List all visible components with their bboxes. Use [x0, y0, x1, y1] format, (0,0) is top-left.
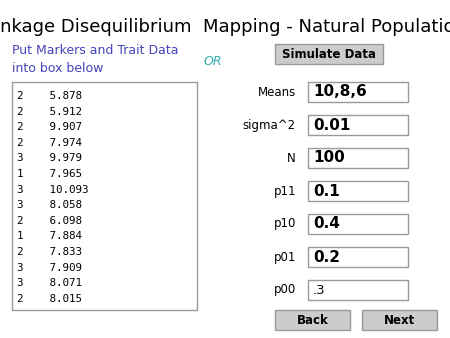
Text: 3    9.979: 3 9.979	[17, 153, 82, 163]
FancyBboxPatch shape	[308, 280, 408, 300]
Text: 0.2: 0.2	[313, 249, 340, 265]
Text: 2    7.974: 2 7.974	[17, 138, 82, 148]
Text: 2    9.907: 2 9.907	[17, 122, 82, 132]
FancyBboxPatch shape	[308, 82, 408, 102]
Text: 2    5.878: 2 5.878	[17, 91, 82, 101]
Text: 1    7.965: 1 7.965	[17, 169, 82, 179]
Text: 100: 100	[313, 150, 345, 166]
Text: 3    8.058: 3 8.058	[17, 200, 82, 210]
FancyBboxPatch shape	[308, 115, 408, 135]
Text: 2    7.833: 2 7.833	[17, 247, 82, 257]
Text: 2    8.015: 2 8.015	[17, 294, 82, 304]
Text: 2    5.912: 2 5.912	[17, 106, 82, 117]
FancyBboxPatch shape	[275, 44, 383, 64]
FancyBboxPatch shape	[12, 82, 197, 310]
Text: Linkage Disequilibrium  Mapping - Natural Population: Linkage Disequilibrium Mapping - Natural…	[0, 18, 450, 36]
Text: 0.1: 0.1	[313, 184, 340, 198]
Text: 1    7.884: 1 7.884	[17, 232, 82, 241]
Text: sigma^2: sigma^2	[243, 119, 296, 131]
Text: Simulate Data: Simulate Data	[282, 48, 376, 61]
Text: 0.01: 0.01	[313, 118, 351, 132]
FancyBboxPatch shape	[308, 214, 408, 234]
FancyBboxPatch shape	[275, 310, 350, 330]
Text: p11: p11	[274, 185, 296, 197]
Text: 10,8,6: 10,8,6	[313, 84, 367, 99]
Text: p00: p00	[274, 284, 296, 296]
Text: 0.4: 0.4	[313, 217, 340, 232]
Text: 2    6.098: 2 6.098	[17, 216, 82, 226]
FancyBboxPatch shape	[308, 148, 408, 168]
Text: 3    10.093: 3 10.093	[17, 185, 89, 195]
Text: 3    7.909: 3 7.909	[17, 263, 82, 273]
FancyBboxPatch shape	[308, 181, 408, 201]
Text: Next: Next	[384, 314, 415, 327]
Text: .3: .3	[313, 284, 326, 296]
FancyBboxPatch shape	[362, 310, 437, 330]
Text: OR: OR	[204, 55, 222, 68]
FancyBboxPatch shape	[308, 247, 408, 267]
Text: Put Markers and Trait Data
into box below: Put Markers and Trait Data into box belo…	[12, 44, 179, 75]
Text: p01: p01	[274, 250, 296, 264]
Text: Back: Back	[297, 314, 328, 327]
Text: 3    8.071: 3 8.071	[17, 278, 82, 288]
Text: p10: p10	[274, 217, 296, 231]
Text: Means: Means	[258, 86, 296, 98]
Text: N: N	[287, 151, 296, 165]
